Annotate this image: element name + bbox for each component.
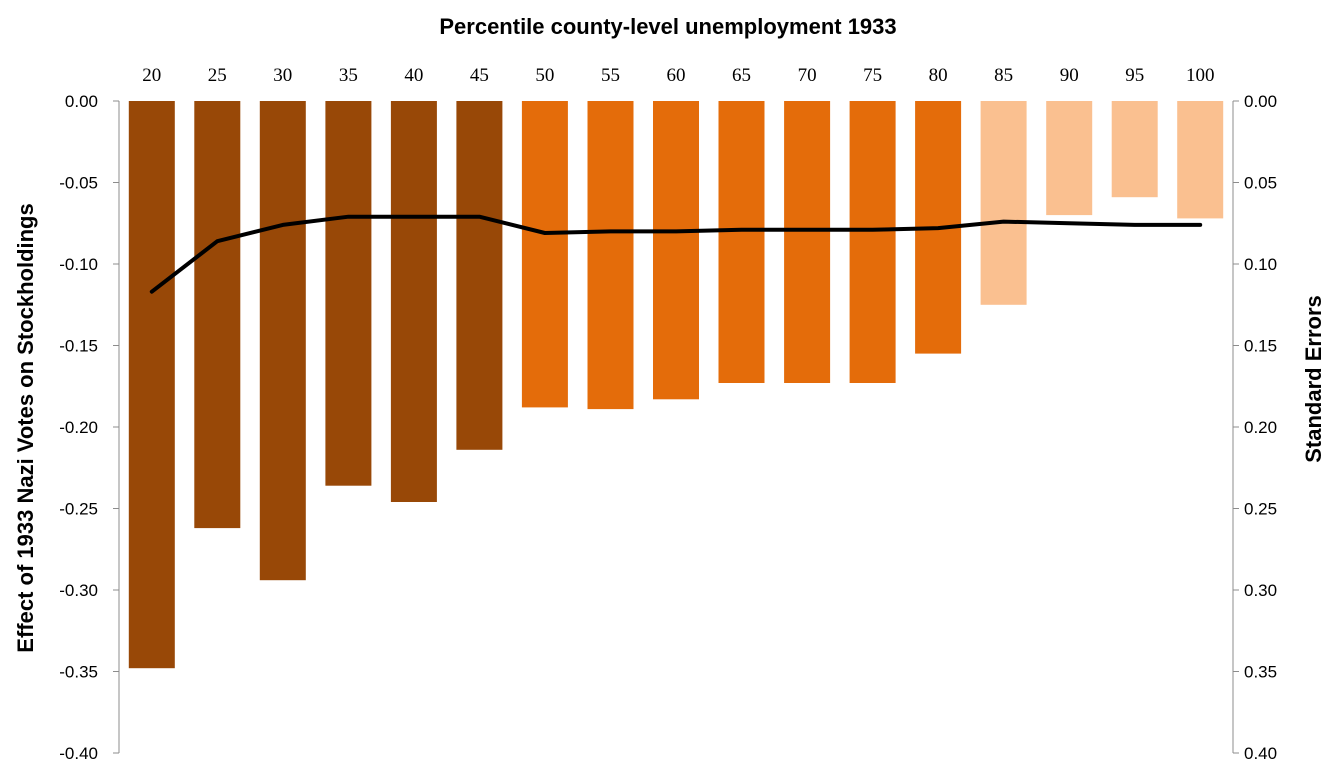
category-label-55: 55 xyxy=(601,65,620,86)
left-axis: 0.00 -0.05 -0.10 -0.15 -0.20 -0.25 -0.30 -0.35 -… xyxy=(59,92,120,762)
right-tick-label: 0.35 xyxy=(1244,663,1277,682)
bar-20 xyxy=(128,101,175,669)
right-axis: 0.00 0.05 0.10 0.15 0.20 0.25 0.30 0.35 0.40 xyxy=(1232,92,1277,762)
right-tick-label: 0.05 xyxy=(1244,174,1277,193)
left-tick-label: -0.10 xyxy=(59,255,98,274)
category-label-30: 30 xyxy=(273,65,292,86)
bar-30 xyxy=(259,101,306,581)
right-tick-label: 0.15 xyxy=(1244,337,1277,356)
bar-75 xyxy=(849,101,896,383)
left-tick-label: 0.00 xyxy=(65,92,98,111)
bar-60 xyxy=(653,101,699,400)
category-label-40: 40 xyxy=(404,65,423,86)
left-tick-label: -0.05 xyxy=(59,174,98,193)
category-label-70: 70 xyxy=(798,65,817,86)
bar-40 xyxy=(390,101,437,502)
category-label-25: 25 xyxy=(208,65,227,86)
bar-45 xyxy=(456,101,503,450)
bar-50 xyxy=(521,101,568,408)
chart-title: Percentile county-level unemployment 193… xyxy=(439,14,896,39)
category-label-95: 95 xyxy=(1125,65,1144,86)
category-label-35: 35 xyxy=(339,65,358,86)
left-tick-label: -0.25 xyxy=(59,500,98,519)
right-tick-label: 0.30 xyxy=(1244,581,1277,600)
left-tick-label: -0.15 xyxy=(59,337,98,356)
top-axis: 20 25 30 35 40 45 50 55 60 65 70 75 80 85 90 95 100 xyxy=(142,65,1214,86)
category-label-50: 50 xyxy=(535,65,554,86)
bar-65 xyxy=(718,101,765,383)
category-label-90: 90 xyxy=(1060,65,1079,86)
category-label-80: 80 xyxy=(929,65,948,86)
standard-error-line xyxy=(149,214,1203,294)
bars-layer xyxy=(128,101,1224,669)
bar-25 xyxy=(194,101,241,529)
category-label-100: 100 xyxy=(1186,65,1215,86)
bar-85 xyxy=(980,101,1027,305)
bar-70 xyxy=(784,101,831,383)
right-tick-label: 0.40 xyxy=(1244,744,1277,762)
left-tick-label: -0.30 xyxy=(59,581,98,600)
category-label-20: 20 xyxy=(142,65,161,86)
category-label-65: 65 xyxy=(732,65,751,86)
category-label-85: 85 xyxy=(994,65,1013,86)
right-tick-label: 0.10 xyxy=(1244,255,1277,274)
right-tick-label: 0.20 xyxy=(1244,418,1277,437)
left-axis-title: Effect of 1933 Nazi Votes on Stockholdin… xyxy=(13,203,38,652)
left-tick-label: -0.20 xyxy=(59,418,98,437)
left-tick-label: -0.35 xyxy=(59,663,98,682)
bar-95 xyxy=(1111,101,1158,198)
bar-35 xyxy=(325,101,372,486)
category-label-60: 60 xyxy=(667,65,686,86)
standard-error-line-layer xyxy=(149,214,1203,294)
bar-100 xyxy=(1177,101,1224,219)
category-label-75: 75 xyxy=(863,65,882,86)
right-tick-label: 0.00 xyxy=(1244,92,1277,111)
bar-55 xyxy=(587,101,634,410)
bar-90 xyxy=(1046,101,1093,216)
right-tick-label: 0.25 xyxy=(1244,500,1277,519)
left-tick-label: -0.40 xyxy=(59,744,98,762)
category-label-45: 45 xyxy=(470,65,489,86)
right-axis-title: Standard Errors xyxy=(1301,295,1326,463)
